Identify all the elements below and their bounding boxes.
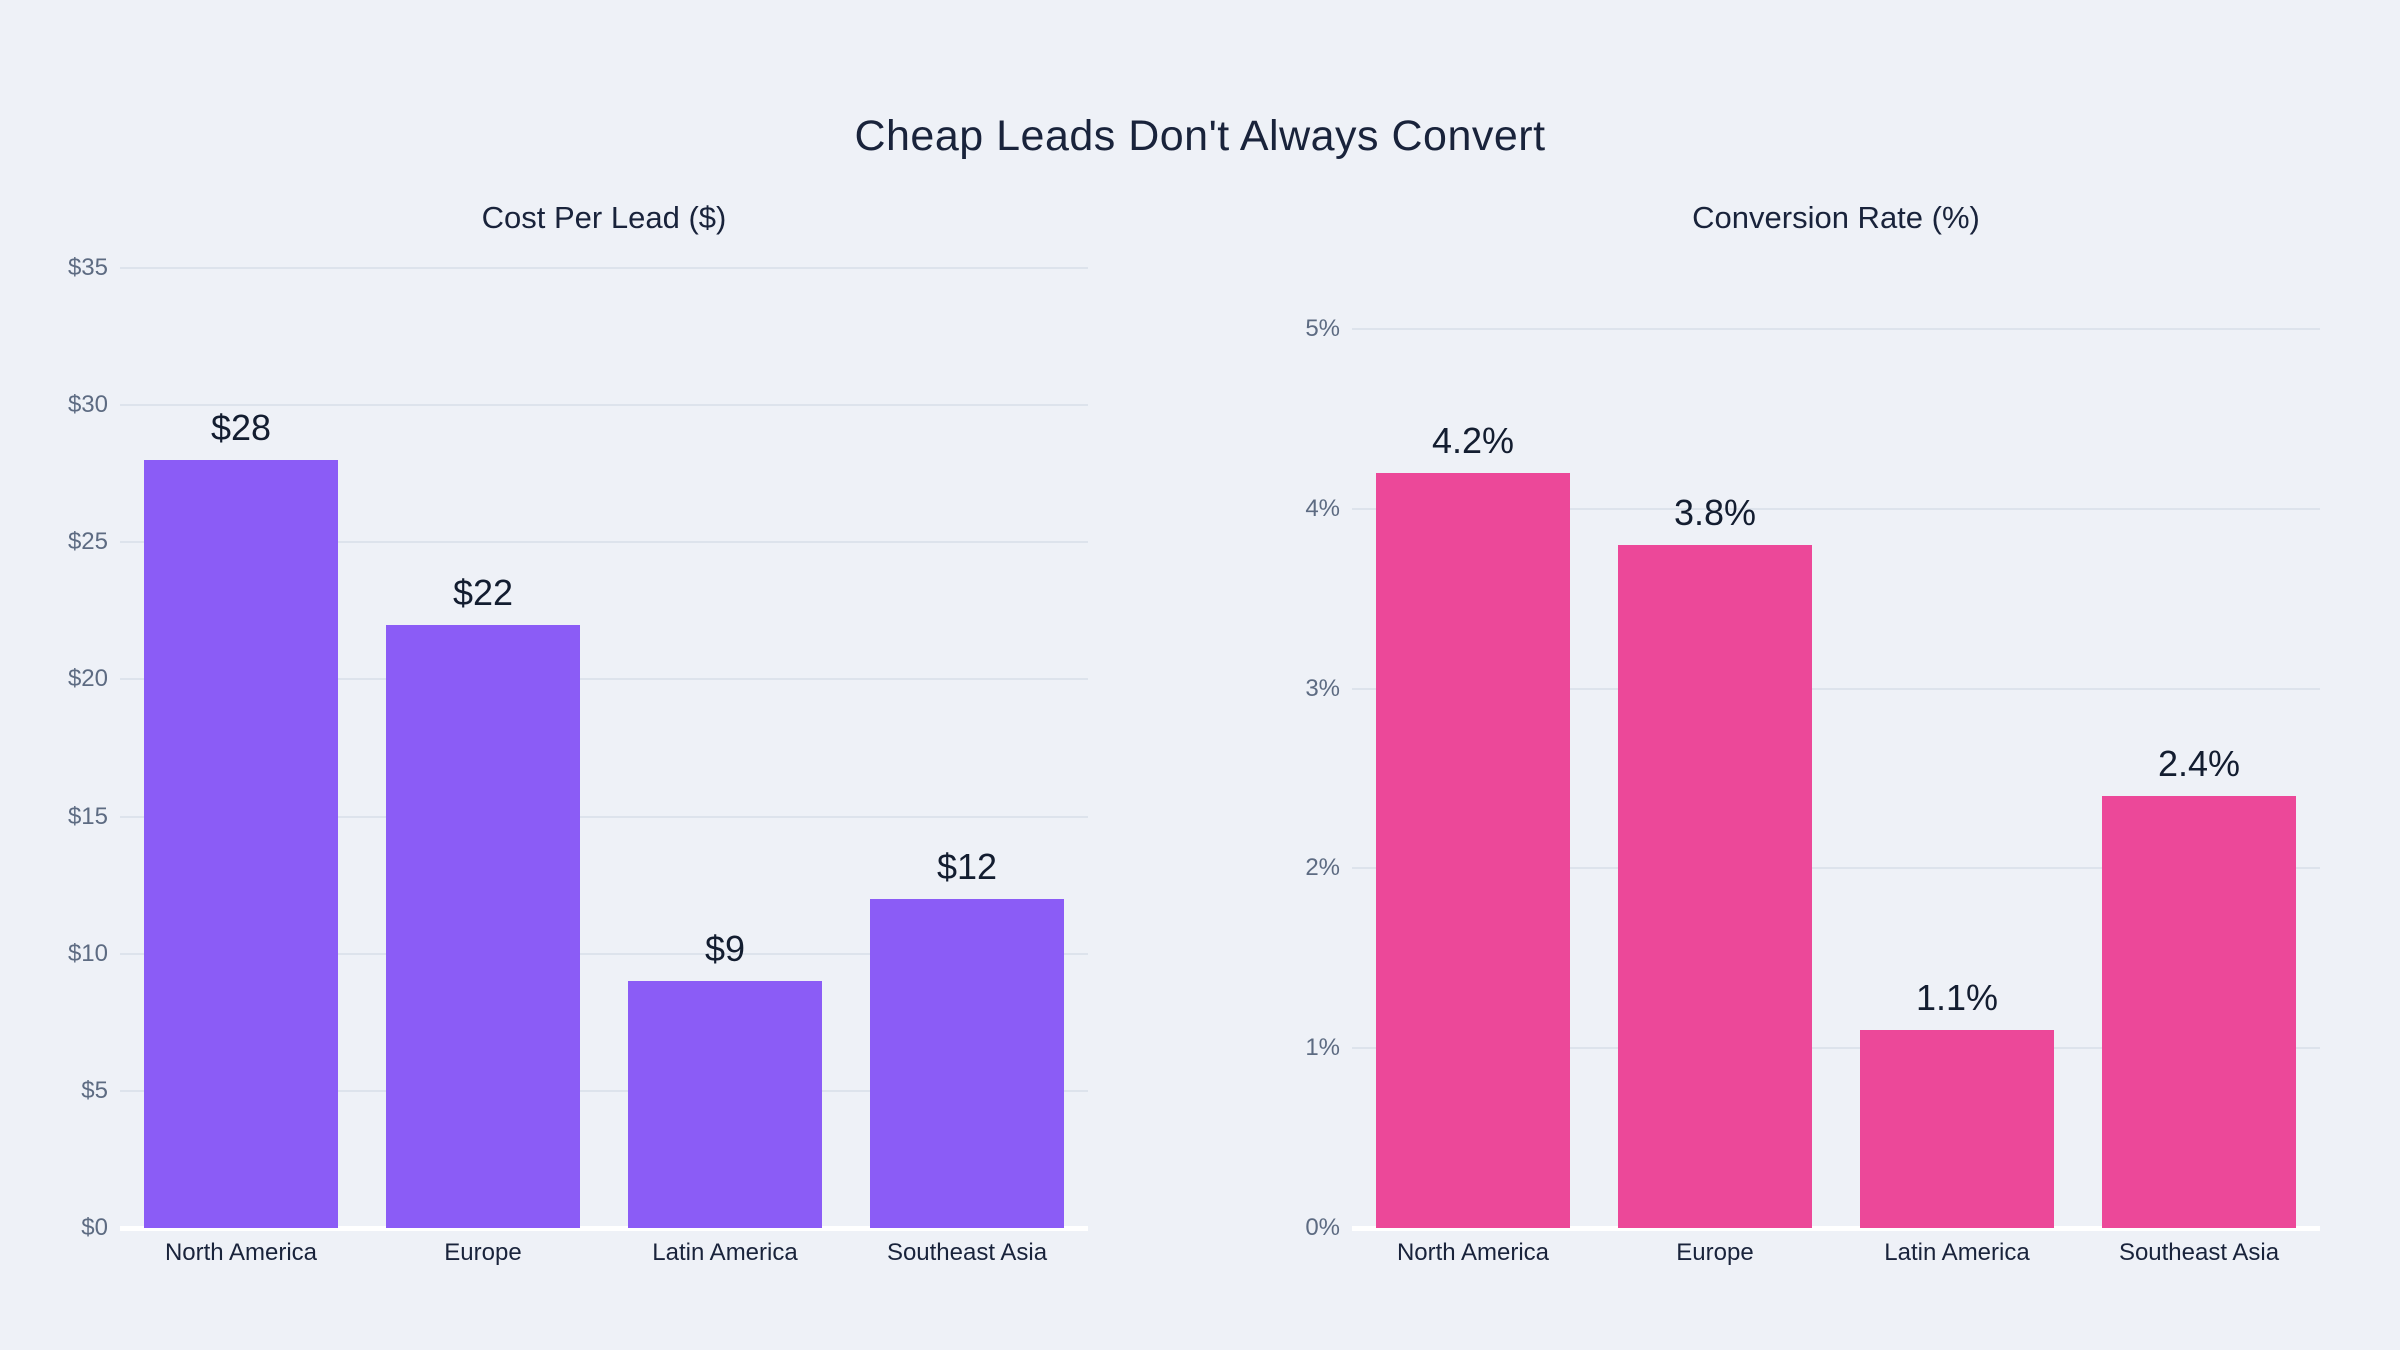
bar-value-label: $9 xyxy=(704,928,746,970)
grid-line xyxy=(120,1089,1088,1092)
y-axis-tick-label: 4% xyxy=(1305,494,1340,522)
bar-north-america xyxy=(144,460,338,1228)
y-axis-tick-label: $20 xyxy=(67,665,108,693)
x-axis-category-label: Southeast Asia xyxy=(886,1239,1048,1266)
x-axis-category-label: North America xyxy=(1396,1239,1550,1266)
bar-value-label: 2.4% xyxy=(2157,743,2241,785)
bar-value-label: $28 xyxy=(210,407,272,448)
y-axis-tick-label: $25 xyxy=(67,528,108,556)
page-title: Cheap Leads Don't Always Convert xyxy=(854,111,1546,160)
grid-line xyxy=(120,404,1088,407)
grid-line xyxy=(120,541,1088,544)
y-axis-tick-label: $5 xyxy=(81,1076,108,1104)
grid-line xyxy=(120,952,1088,955)
x-axis-category-label: Europe xyxy=(1676,1239,1754,1266)
bar-southeast-asia xyxy=(870,898,1064,1228)
bar-value-label: $12 xyxy=(936,845,998,887)
y-axis-tick-label: 1% xyxy=(1305,1034,1340,1062)
x-axis-category-label: North America xyxy=(164,1239,318,1266)
x-axis-category-label: Southeast Asia xyxy=(2118,1239,2280,1266)
x-axis-baseline xyxy=(120,1226,1088,1231)
bar-europe xyxy=(386,624,580,1228)
grid-line xyxy=(1352,328,2320,330)
y-axis-tick-label: $10 xyxy=(67,939,108,967)
grid-line xyxy=(120,678,1088,681)
bar-latin-america xyxy=(1860,1030,2054,1228)
y-axis-tick-label: $30 xyxy=(67,391,108,419)
y-axis-tick-label: $15 xyxy=(67,802,108,830)
bar-value-label: 3.8% xyxy=(1673,491,1757,533)
right-chart-title: Conversion Rate (%) xyxy=(1692,200,1980,235)
bar-latin-america xyxy=(628,981,822,1228)
x-axis-category-label: Europe xyxy=(444,1239,522,1266)
y-axis-tick-label: 5% xyxy=(1305,315,1340,342)
bar-value-label: $22 xyxy=(452,571,514,613)
y-axis-tick-label: 0% xyxy=(1305,1214,1340,1241)
grid-line xyxy=(1352,1047,2320,1050)
bar-value-label: 1.1% xyxy=(1915,977,1999,1019)
y-axis-tick-label: $0 xyxy=(81,1214,108,1241)
grid-line xyxy=(120,267,1088,269)
x-axis-category-label: Latin America xyxy=(1884,1239,2030,1266)
bar-value-label: 4.2% xyxy=(1431,419,1515,461)
left-chart-title: Cost Per Lead ($) xyxy=(481,200,727,235)
grid-line xyxy=(120,815,1088,818)
y-axis-tick-label: $35 xyxy=(67,254,108,281)
y-axis-tick-label: 3% xyxy=(1305,674,1340,702)
grid-line xyxy=(1352,867,2320,870)
grid-line xyxy=(1352,687,2320,690)
grid-line xyxy=(1352,507,2320,510)
bar-europe xyxy=(1618,544,1812,1228)
bar-north-america xyxy=(1376,472,1570,1228)
x-axis-baseline xyxy=(1352,1226,2320,1231)
x-axis-category-label: Latin America xyxy=(652,1239,798,1266)
bar-southeast-asia xyxy=(2102,796,2296,1228)
y-axis-tick-label: 2% xyxy=(1305,854,1340,882)
